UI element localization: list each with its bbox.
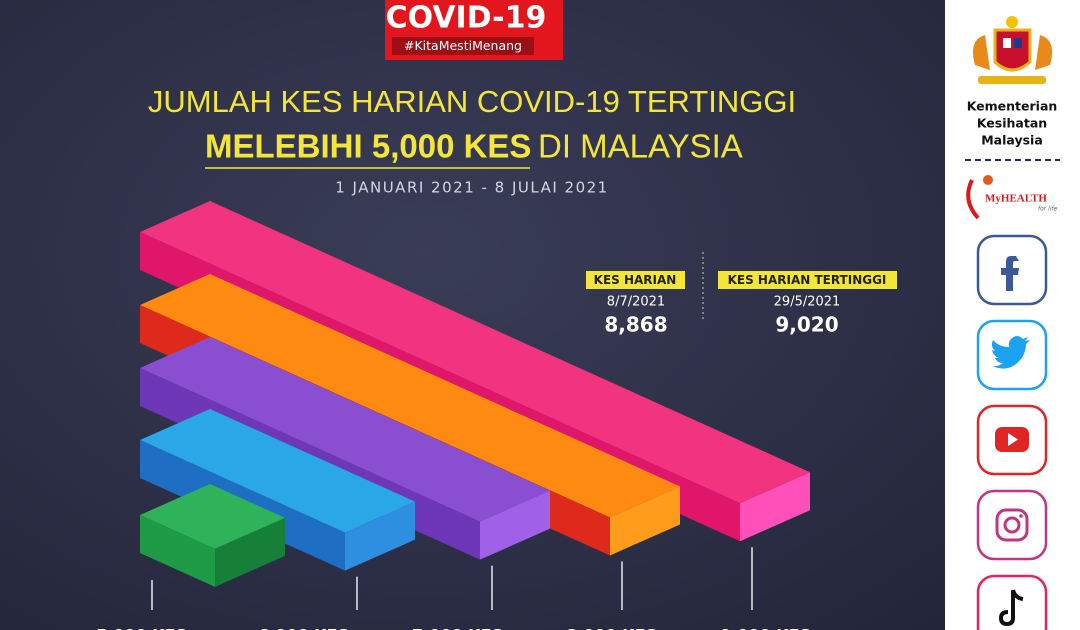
title-highlight: MELEBIHI 5,000 KES	[205, 128, 531, 165]
bar-end	[610, 486, 680, 556]
callout-date: 8/7/2021	[607, 295, 665, 310]
bar-end	[740, 472, 810, 542]
badge-text: COVID-19	[386, 1, 547, 36]
callout-date: 29/5/2021	[774, 295, 841, 310]
myhealth-logo	[983, 175, 993, 185]
callout-value: 9,020	[775, 313, 838, 337]
callout-box	[586, 271, 685, 289]
ministry-name: Kesihatan	[977, 116, 1047, 131]
level-label: 8,000 KES	[566, 626, 657, 630]
bar-top	[140, 274, 680, 518]
bar-top	[140, 201, 810, 504]
twitter-icon[interactable]	[976, 319, 1048, 391]
title-rest: DI MALAYSIA	[538, 128, 743, 165]
level-label: 9,000 KES	[720, 626, 811, 630]
youtube-icon[interactable]	[976, 404, 1048, 476]
bar-top	[140, 337, 550, 522]
hashtag-box	[392, 37, 534, 55]
title-line1: JUMLAH KES HARIAN COVID-19 TERTINGGI	[148, 84, 796, 119]
callout-box	[718, 271, 897, 289]
bar-top	[140, 484, 285, 549]
instagram-icon[interactable]	[976, 489, 1048, 561]
ministry-name: Malaysia	[981, 133, 1043, 148]
level-label: 6,000 KES	[258, 626, 349, 630]
myhealth-tag: for life	[1038, 206, 1058, 213]
bar-end	[215, 517, 285, 587]
level-label: 7,000 KES	[412, 626, 503, 630]
bar-top	[140, 409, 415, 533]
bar-end	[345, 501, 415, 571]
callout-label: KES HARIAN	[594, 273, 677, 287]
emblem	[972, 16, 1053, 84]
ministry-name: Kementerian	[967, 99, 1058, 114]
callout-value: 8,868	[604, 313, 667, 337]
myhealth-text: MyHEALTH	[985, 193, 1047, 205]
bar-front	[140, 515, 215, 587]
tiktok-icon[interactable]	[976, 574, 1048, 630]
bars: 5,000 KES 6,000 KES 7,000 KES 8,000 KES 9,00…	[96, 201, 811, 630]
facebook-icon[interactable]	[976, 234, 1048, 306]
level-label: 5,000 KES	[96, 626, 187, 630]
period: 1 JANUARI 2021 - 8 JULAI 2021	[335, 179, 608, 197]
callout-label: KES HARIAN TERTINGGI	[728, 273, 887, 287]
bar-end	[480, 490, 550, 560]
hashtag: #KitaMestiMenang	[404, 38, 522, 53]
myhealth-logo	[966, 179, 980, 220]
